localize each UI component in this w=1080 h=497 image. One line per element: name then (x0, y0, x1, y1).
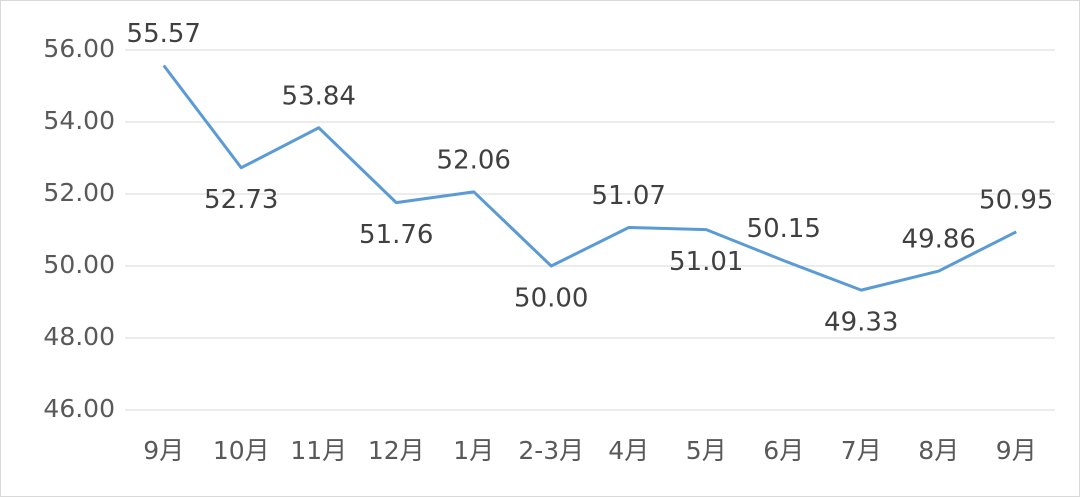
x-tick-label: 12月 (368, 436, 425, 465)
y-tick-label: 52.00 (43, 178, 115, 207)
x-tick-label: 1月 (453, 436, 494, 465)
data-label: 49.33 (824, 308, 898, 338)
data-label: 52.06 (437, 145, 511, 175)
x-tick-label: 2-3月 (518, 436, 584, 465)
x-tick-label: 9月 (143, 436, 184, 465)
x-tick-label: 5月 (686, 436, 727, 465)
data-label: 50.15 (747, 214, 821, 244)
y-tick-label: 50.00 (43, 250, 115, 279)
x-tick-label: 7月 (841, 436, 882, 465)
data-label: 55.57 (127, 19, 201, 49)
data-line (162, 64, 1017, 292)
data-label: 52.73 (204, 185, 278, 215)
data-label: 51.01 (669, 247, 743, 277)
x-tick-label: 10月 (213, 436, 270, 465)
y-tick-label: 46.00 (43, 394, 115, 423)
y-tick-label: 54.00 (43, 106, 115, 135)
y-tick-label: 48.00 (43, 322, 115, 351)
data-label: 53.84 (282, 81, 356, 111)
data-label: 50.00 (514, 284, 588, 314)
data-label: 49.86 (902, 225, 976, 255)
x-tick-label: 6月 (763, 436, 804, 465)
x-tick-label: 4月 (608, 436, 649, 465)
data-label: 51.76 (359, 220, 433, 250)
x-tick-label: 8月 (918, 436, 959, 465)
x-tick-label: 9月 (996, 436, 1037, 465)
data-label: 50.95 (979, 185, 1053, 215)
x-tick-label: 11月 (290, 436, 347, 465)
y-tick-label: 56.00 (43, 34, 115, 63)
data-label: 51.07 (592, 181, 666, 211)
